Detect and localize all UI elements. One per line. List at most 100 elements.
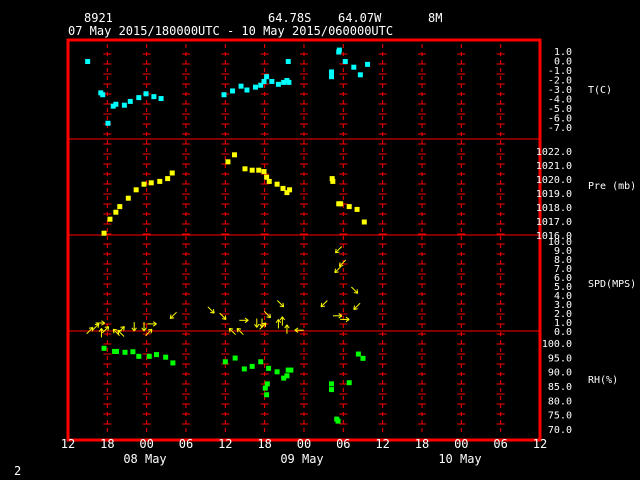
x-tick-label: 06 (493, 437, 507, 451)
pressure-point (287, 187, 293, 193)
day-label: 08 May (123, 452, 166, 466)
y-tick-label: 3.0 (554, 300, 572, 311)
temperature-point (329, 69, 335, 75)
y-tick-label: 9.0 (554, 246, 572, 257)
temperature-point (285, 59, 291, 64)
humidity-point (266, 365, 272, 371)
y-axis-label: SPD(MPS) (588, 279, 636, 290)
pressure-point (101, 230, 107, 236)
temperature-point (252, 84, 258, 90)
y-axis-label: T(C) (588, 85, 612, 96)
humidity-point (163, 354, 169, 360)
y-tick-label: 100.0 (542, 339, 572, 350)
pressure-point (125, 195, 131, 201)
humidity-point (232, 355, 238, 361)
humidity-point (262, 385, 268, 391)
humidity-point (153, 352, 159, 358)
time-range: 07 May 2015/180000UTC - 10 May 2015/0600… (68, 24, 394, 38)
y-axis-label: RH(%) (588, 375, 618, 386)
pressure-point (107, 216, 113, 222)
wind-barb (95, 320, 105, 326)
pressure-point (280, 185, 286, 191)
humidity-point (114, 348, 120, 354)
y-tick-label: 10.0 (548, 237, 572, 248)
humidity-point (285, 367, 291, 373)
station-elevation: 8M (428, 11, 443, 25)
pressure-point (338, 201, 344, 207)
pressure-point (274, 181, 280, 187)
y-tick-label: -3.0 (548, 85, 572, 96)
pressure-point (133, 187, 139, 193)
y-tick-label: 2.0 (554, 309, 572, 320)
day-label: 10 May (438, 452, 481, 466)
temperature-point (342, 59, 348, 64)
x-tick-label: 00 (454, 437, 468, 451)
pressure-point (113, 209, 119, 215)
y-tick-label: 1018.0 (536, 203, 572, 214)
x-tick-label: 06 (179, 437, 193, 451)
wind-barb (320, 300, 328, 308)
y-tick-label: 90.0 (548, 368, 572, 379)
temperature-point (151, 94, 157, 100)
wind-barb (145, 328, 153, 336)
pressure-point (346, 204, 352, 210)
temperature-point (329, 74, 335, 80)
x-tick-label: 18 (415, 437, 429, 451)
y-tick-label: 80.0 (548, 396, 572, 407)
humidity-point (136, 353, 142, 359)
temperature-point (269, 78, 275, 84)
wind-barb (334, 246, 343, 254)
y-tick-label: 0.0 (554, 327, 572, 338)
y-tick-label: -2.0 (548, 76, 572, 87)
wind-barb (117, 326, 125, 334)
temperature-point (230, 88, 236, 94)
y-tick-label: 4.0 (554, 291, 572, 302)
temperature-point (365, 61, 371, 67)
humidity-point (288, 367, 294, 373)
y-tick-label: 8.0 (554, 255, 572, 266)
pressure-point (249, 167, 255, 173)
humidity-point (249, 363, 255, 369)
wind-barb (92, 323, 100, 331)
wind-barb (169, 311, 177, 319)
temperature-point (357, 72, 363, 78)
y-tick-label: 1.0 (554, 47, 572, 58)
humidity-point (335, 418, 341, 424)
y-tick-label: -4.0 (548, 95, 572, 106)
wind-barb (259, 322, 267, 330)
humidity-point (130, 349, 136, 355)
page-number: 2 (14, 464, 22, 478)
temperature-point (244, 87, 250, 93)
humidity-point (284, 373, 290, 379)
humidity-point (241, 366, 247, 372)
day-label: 09 May (280, 452, 323, 466)
y-tick-label: 7.0 (554, 264, 572, 275)
station-id: 8921 (84, 11, 113, 25)
pressure-point (117, 204, 123, 210)
humidity-point (258, 359, 264, 365)
y-tick-label: 1022.0 (536, 147, 572, 158)
y-tick-label: 6.0 (554, 273, 572, 284)
x-tick-label: 00 (297, 437, 311, 451)
pressure-point (169, 170, 175, 176)
pressure-point (231, 152, 237, 158)
y-tick-label: 85.0 (548, 382, 572, 393)
temperature-point (127, 98, 133, 104)
humidity-point (122, 349, 128, 355)
pressure-point (354, 206, 360, 212)
humidity-point (146, 353, 152, 359)
humidity-point (360, 355, 366, 361)
temperature-point (351, 64, 357, 70)
temperature-point (286, 79, 292, 85)
temperature-point (221, 92, 227, 98)
humidity-point (264, 381, 270, 387)
y-tick-label: 70.0 (548, 425, 572, 436)
wind-barb (277, 300, 285, 308)
pressure-point (242, 166, 248, 172)
temperature-point (281, 79, 287, 85)
y-tick-label: 5.0 (554, 282, 572, 293)
humidity-point (101, 345, 107, 351)
y-tick-label: 1020.0 (536, 175, 572, 186)
wind-barb (112, 328, 120, 336)
